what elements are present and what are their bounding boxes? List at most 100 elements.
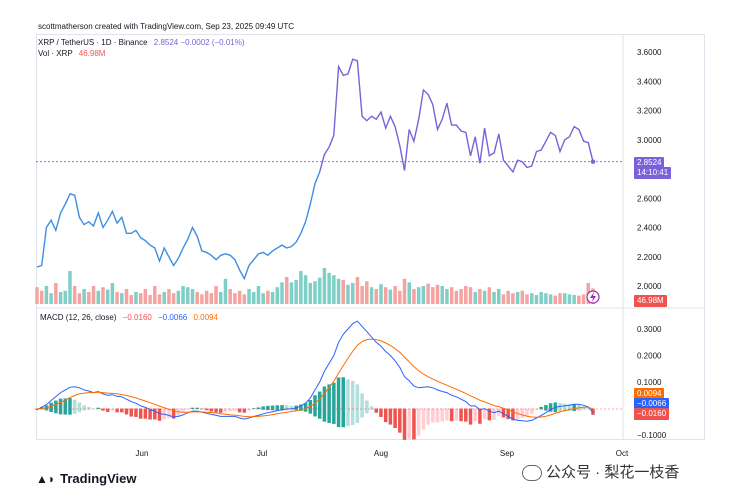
histogram-bar <box>219 408 223 413</box>
histogram-bar <box>525 408 529 417</box>
volume-bar <box>407 282 411 304</box>
volume-bar <box>162 292 166 304</box>
volume-bar <box>511 293 515 304</box>
time-tick: Sep <box>500 449 515 458</box>
histogram-bar <box>280 405 284 411</box>
histogram-bar <box>421 408 426 430</box>
histogram-bar <box>105 408 110 412</box>
volume-bar <box>534 295 539 304</box>
histogram-bar <box>275 405 280 411</box>
histogram-bar <box>233 408 237 411</box>
macd-tick: −0.1000 <box>637 431 667 440</box>
volume-bar <box>261 293 265 304</box>
countdown-badge: 14:10:41 <box>634 167 672 179</box>
histogram-bar <box>586 408 591 410</box>
volume-bar <box>308 283 313 304</box>
volume-bars <box>35 268 595 304</box>
volume-bar <box>365 281 369 304</box>
histogram-bar <box>369 406 374 410</box>
tradingview-icon: ▲◗ <box>36 472 56 486</box>
volume-bar <box>233 293 237 304</box>
volume-bar <box>317 277 322 304</box>
volume-bar <box>548 294 553 304</box>
volume-bar <box>449 287 454 304</box>
volume-bar <box>577 295 581 304</box>
volume-bar <box>515 292 520 304</box>
volume-bar <box>153 286 157 304</box>
histogram-bar <box>256 407 261 410</box>
volume-bar <box>289 282 294 304</box>
volume-bar <box>214 286 218 304</box>
histogram-bar <box>313 395 317 417</box>
histogram-bar <box>459 408 463 422</box>
histogram-bar <box>482 408 487 420</box>
volume-bar <box>369 287 374 304</box>
histogram-bar <box>228 408 232 412</box>
volume-bar <box>209 293 214 304</box>
volume-bar <box>124 289 129 304</box>
volume-bar <box>284 277 289 304</box>
macd-value: −0.0160 <box>122 313 152 322</box>
price-badge: 2.8524 <box>634 157 665 169</box>
volume-bar <box>134 292 138 304</box>
wechat-icon <box>522 465 542 482</box>
histogram-bar <box>520 408 525 418</box>
histogram-bar <box>49 402 53 412</box>
histogram-bar <box>506 408 510 420</box>
volume-bar <box>468 287 473 304</box>
tradingview-logo[interactable]: ▲◗ TradingView <box>36 471 136 486</box>
histogram-bar <box>68 398 72 415</box>
volume-bar <box>91 286 96 304</box>
histogram-bar <box>572 404 576 412</box>
volume-bar <box>247 289 251 304</box>
histogram-bar <box>445 408 449 421</box>
price-tick: 3.2000 <box>637 107 662 116</box>
volume-legend[interactable]: Vol · XRP 46.98M <box>38 49 105 58</box>
volume-bar <box>219 292 223 304</box>
histogram-bar <box>327 384 331 423</box>
histogram-badge: 0.0094 <box>634 388 665 400</box>
symbol-legend[interactable]: XRP / TetherUS · 1D · Binance 2.8524 −0.… <box>38 38 245 47</box>
volume-bar <box>383 287 388 304</box>
histogram-bar <box>186 408 190 410</box>
volume-bar <box>101 287 105 304</box>
volume-bar <box>120 293 124 304</box>
lightning-icon[interactable] <box>586 290 600 304</box>
histogram-bar <box>299 404 303 411</box>
volume-bar <box>487 287 492 304</box>
histogram-bar <box>402 408 407 440</box>
histogram-bar <box>591 408 595 415</box>
histogram-bar <box>58 398 63 415</box>
macd-line <box>36 320 594 422</box>
macd-legend[interactable]: MACD (12, 26, close) −0.0160 −0.0066 0.0… <box>40 313 218 322</box>
histogram-bar <box>365 400 369 414</box>
volume-bar <box>322 268 327 304</box>
volume-bar <box>464 286 468 304</box>
volume-bar <box>148 295 152 304</box>
volume-bar <box>204 290 209 304</box>
histogram-bar <box>454 408 459 421</box>
volume-bar <box>157 294 162 304</box>
volume-bar <box>58 292 63 304</box>
macd-tick: 0.1000 <box>637 378 662 387</box>
macd-axis: 0.3000 0.2000 0.1000 −0.1000 <box>637 325 667 440</box>
histogram-bar <box>317 391 322 419</box>
histogram-bar <box>87 406 91 410</box>
macd-histogram <box>35 377 595 440</box>
volume-bar <box>82 289 86 304</box>
volume-bar <box>562 293 567 304</box>
histogram-bar <box>204 408 209 411</box>
histogram-bar <box>407 408 411 439</box>
volume-bar <box>473 292 477 304</box>
volume-bar <box>567 294 572 304</box>
histogram-bar <box>501 408 506 418</box>
tradingview-wordmark: TradingView <box>60 471 137 486</box>
histogram-bar <box>473 408 477 422</box>
volume-value: 46.98M <box>78 49 106 58</box>
volume-bar <box>129 295 133 304</box>
price-tick: 3.4000 <box>637 77 662 86</box>
volume-bar <box>181 286 185 304</box>
volume-bar <box>393 286 397 304</box>
volume-bar <box>388 289 393 304</box>
